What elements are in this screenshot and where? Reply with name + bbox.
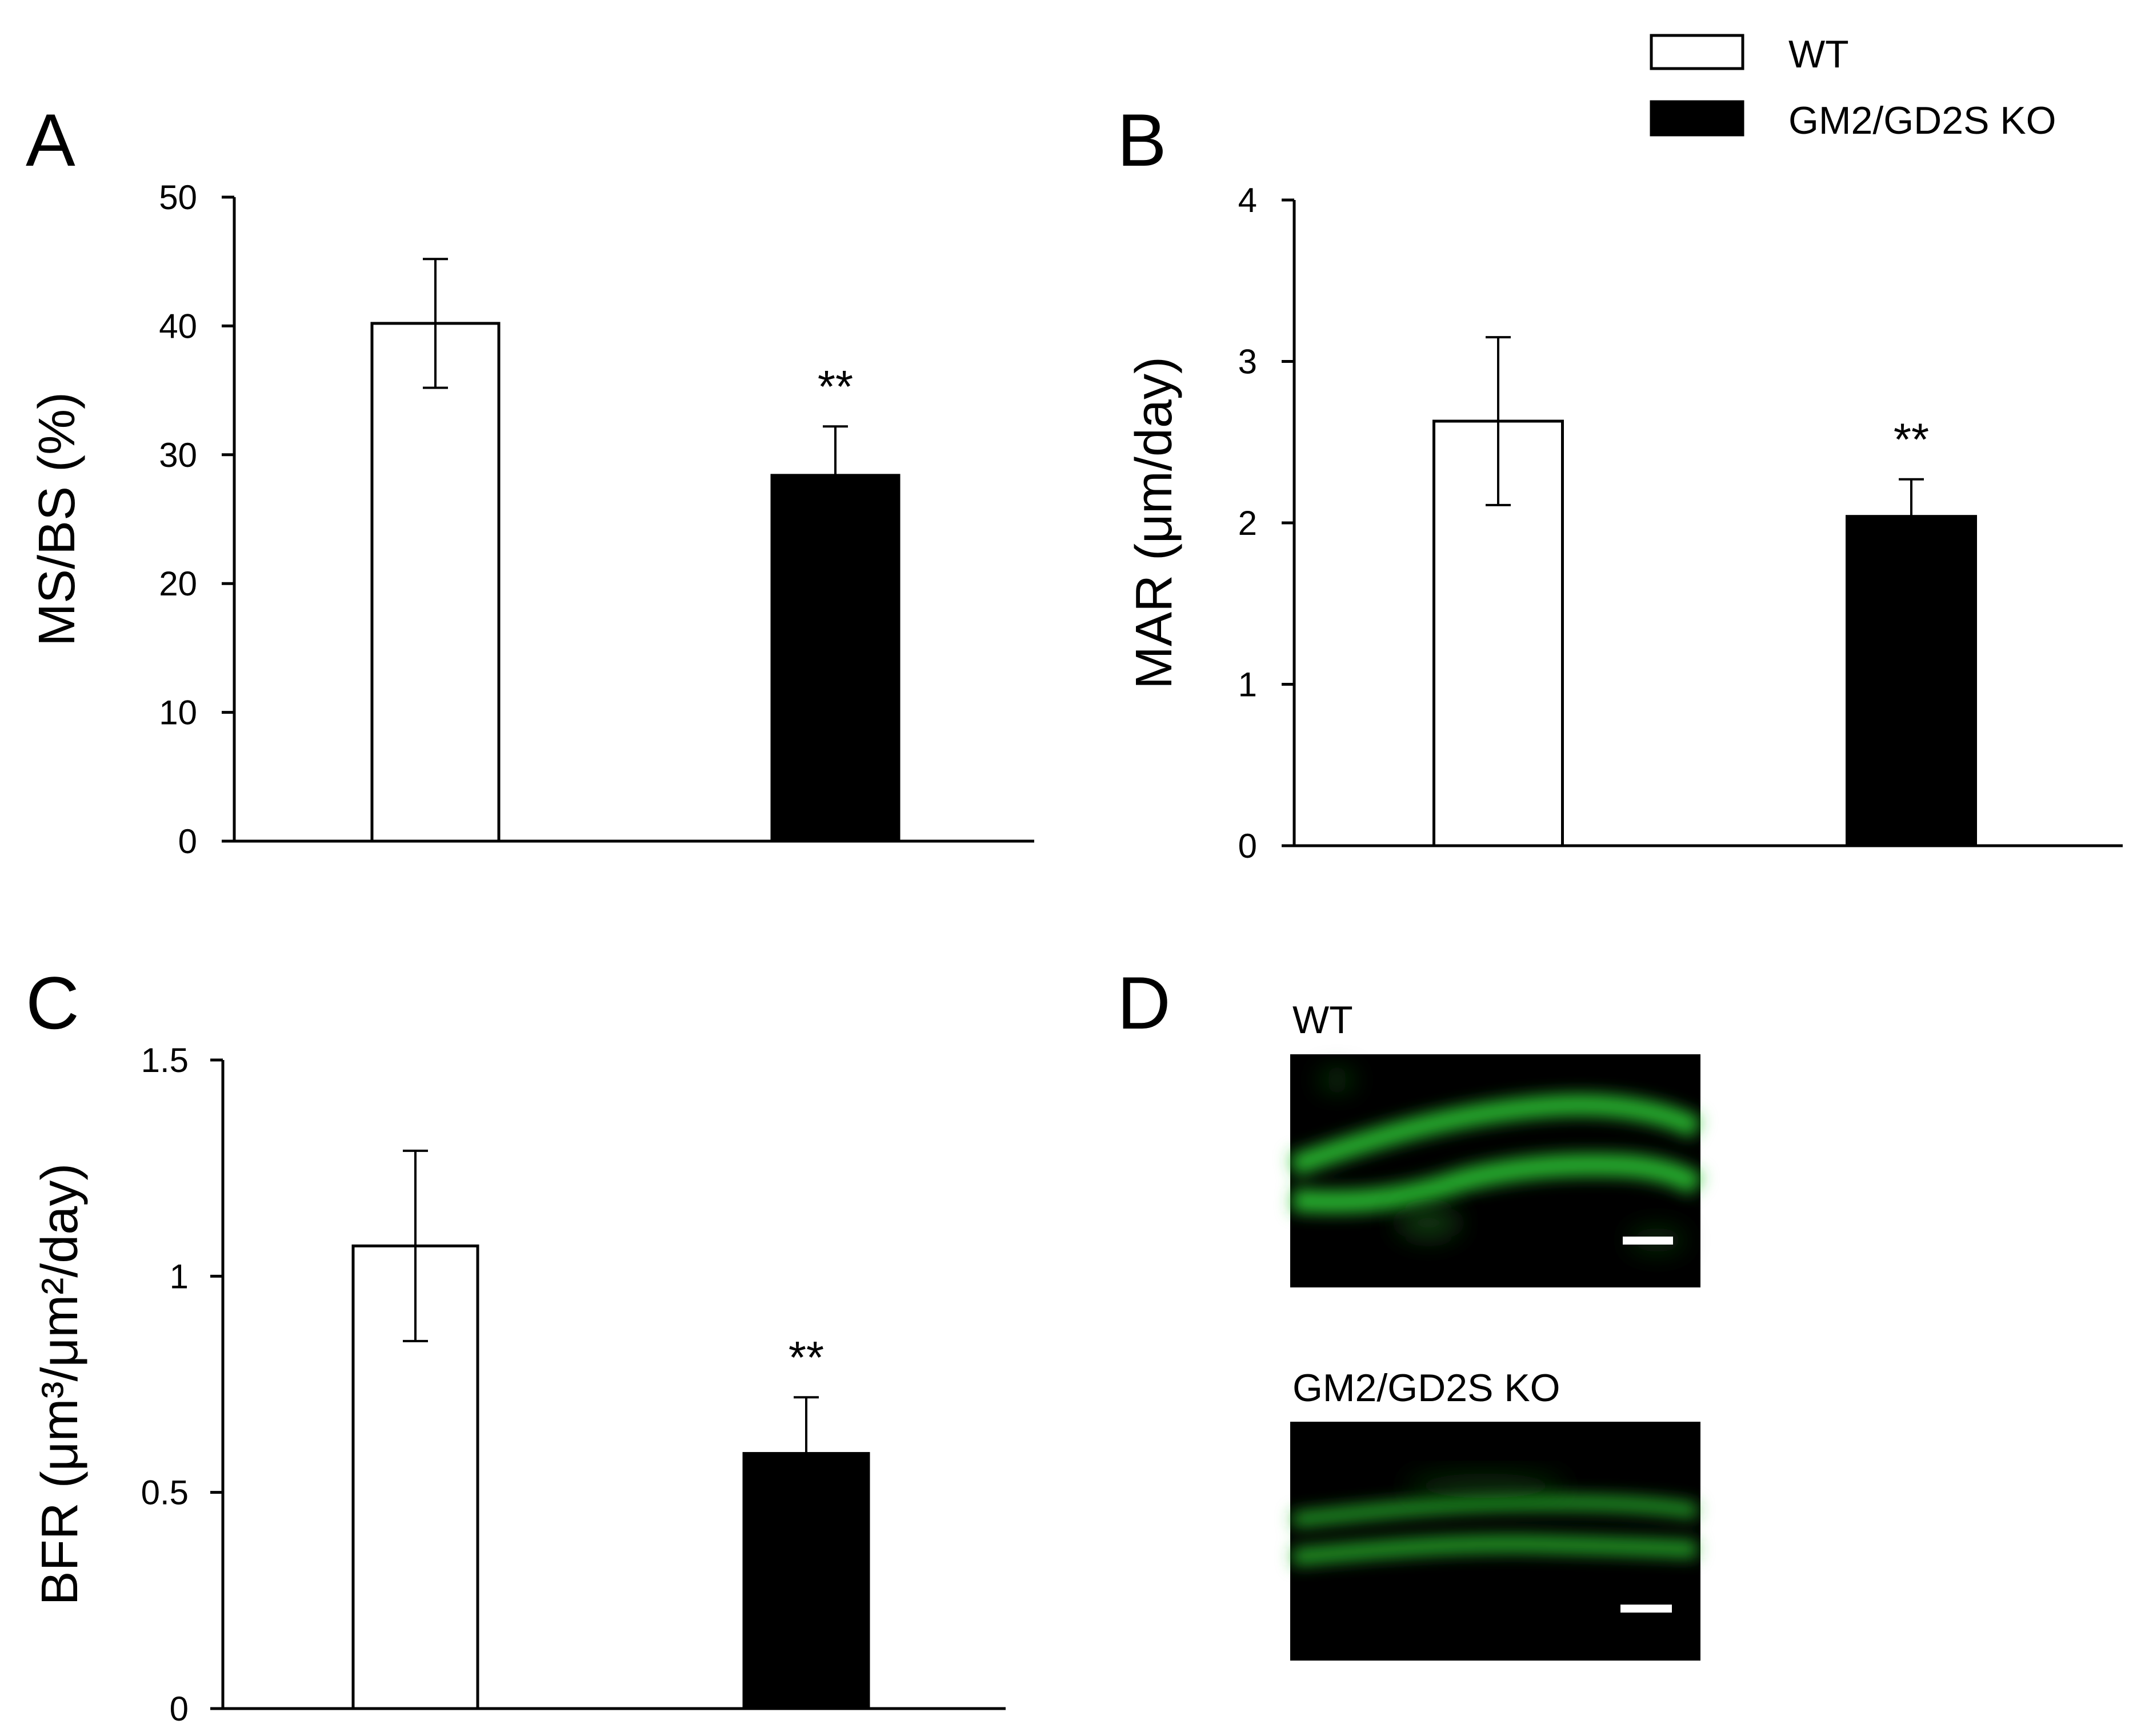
panel-letter-c: C [26, 961, 79, 1045]
y-tick-label: 50 [159, 178, 197, 217]
y-tick-label: 0 [1238, 827, 1257, 865]
y-axis-label: MAR (μm/day) [1126, 357, 1183, 689]
panel-letter-a: A [26, 98, 75, 182]
panel-letter-d: D [1117, 961, 1171, 1045]
legend-swatch-ko [1650, 100, 1744, 137]
y-tick-label: 20 [159, 565, 197, 603]
micrograph-wt [1288, 1054, 1704, 1287]
image-label-ko: GM2/GD2S KO [1292, 1366, 1560, 1410]
micrograph-ko [1290, 1422, 1700, 1661]
bar-ko [1846, 515, 1977, 847]
chart-c: 0 0.5 1 1.5 BFR (μm³/μm²/day) ** [31, 1041, 1006, 1728]
y-tick-label: 1.5 [141, 1041, 189, 1079]
bar-wt [370, 322, 501, 843]
label-band-lower [1291, 1535, 1698, 1566]
y-tick-label: 0 [178, 822, 197, 861]
bar-ko [742, 1452, 870, 1710]
y-axis-label: BFR (μm³/μm²/day) [31, 1163, 89, 1606]
image-label-wt: WT [1292, 998, 1353, 1042]
y-tick-label: 4 [1238, 181, 1257, 219]
panel-letter-b: B [1117, 98, 1167, 182]
y-tick-label: 1 [170, 1257, 189, 1295]
significance-marker: ** [1894, 414, 1929, 465]
y-tick-label: 0 [170, 1690, 189, 1728]
label-band-lower [1291, 1153, 1704, 1214]
chart-b: 0 1 2 3 4 MAR (μm/day) ** [1126, 181, 2123, 865]
y-tick-label: 3 [1238, 343, 1257, 381]
significance-marker: ** [818, 361, 853, 412]
label-band-upper [1291, 1495, 1699, 1527]
legend-label-wt: WT [1788, 33, 1849, 76]
legend: WT GM2/GD2S KO [1650, 33, 2056, 142]
legend-swatch-wt [1650, 34, 1744, 70]
bar-ko [770, 474, 901, 843]
y-tick-label: 30 [159, 436, 197, 474]
y-tick-label: 2 [1238, 504, 1257, 542]
significance-marker: ** [789, 1332, 824, 1383]
y-tick-label: 0.5 [141, 1474, 189, 1512]
chart-a: 0 10 20 30 40 50 MS/BS (%) ** [29, 178, 1034, 861]
legend-label-ko: GM2/GD2S KO [1788, 99, 2056, 142]
y-tick-label: 1 [1238, 666, 1257, 704]
scale-bar [1623, 1237, 1673, 1245]
scale-bar [1620, 1605, 1672, 1613]
y-tick-label: 10 [159, 694, 197, 732]
panel-d: WT GM2/GD2S KO [1288, 998, 1704, 1661]
y-tick-label: 40 [159, 307, 197, 345]
label-band-upper [1288, 1094, 1703, 1176]
y-axis-label: MS/BS (%) [29, 392, 86, 646]
